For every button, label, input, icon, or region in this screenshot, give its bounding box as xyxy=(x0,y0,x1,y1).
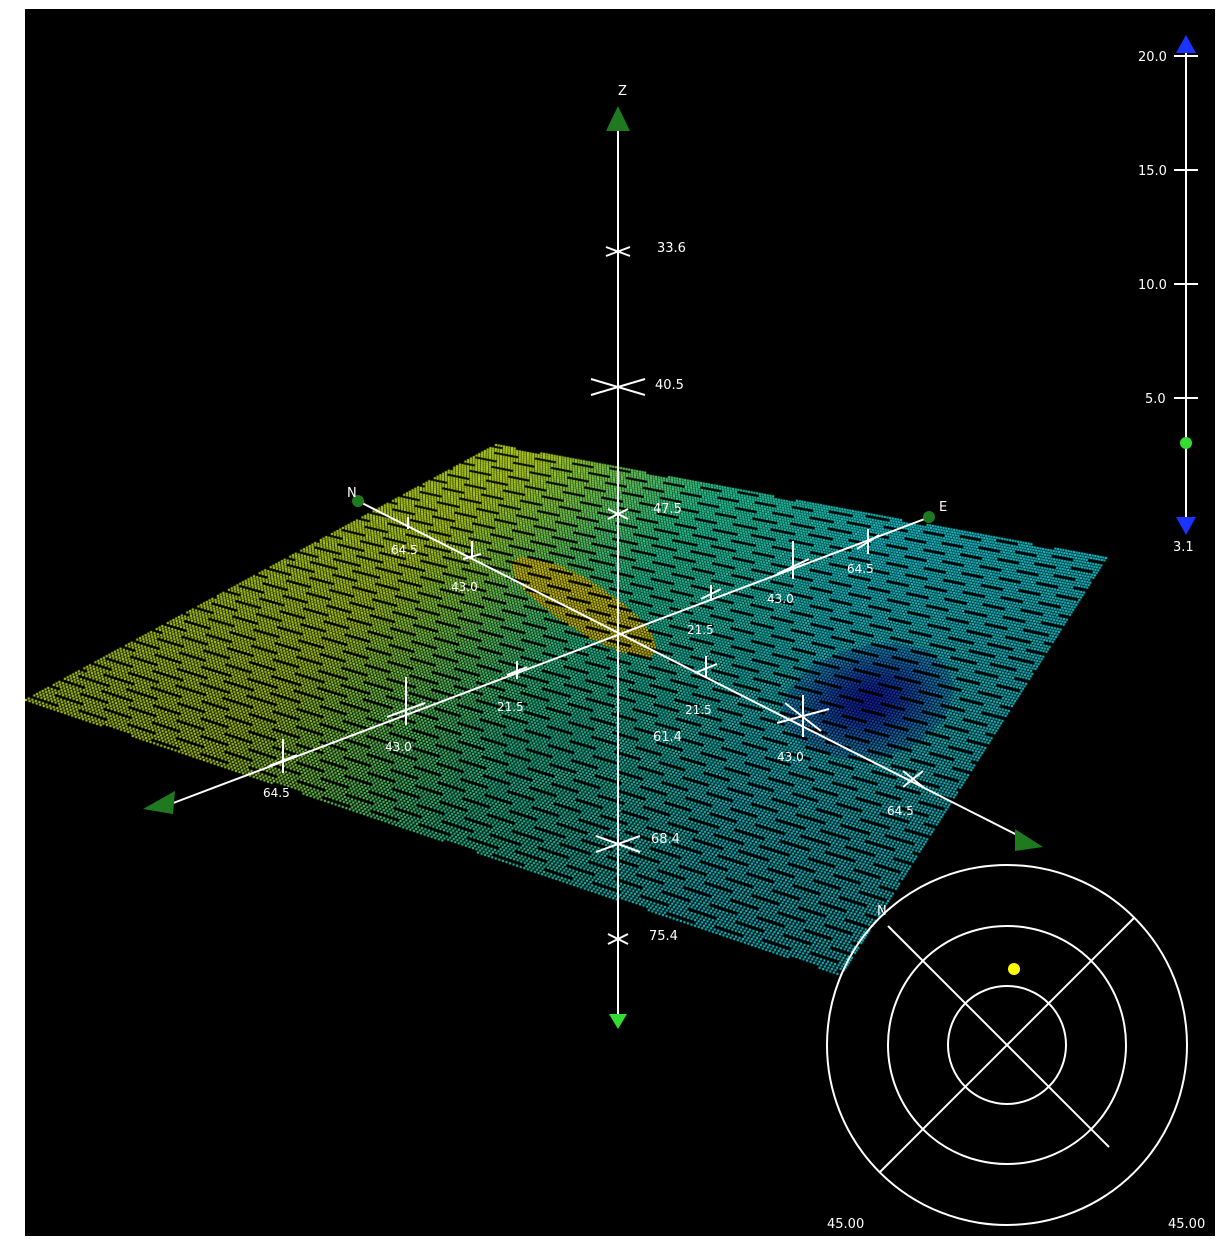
east-west-axis-line xyxy=(167,516,931,806)
sun-dot-icon[interactable] xyxy=(1008,963,1020,975)
south-tick-64-5: 64.5 xyxy=(887,770,924,818)
compass-outer-ring xyxy=(826,864,1188,1226)
svg-text:64.5: 64.5 xyxy=(263,786,290,800)
svg-text:61.4: 61.4 xyxy=(653,730,682,745)
azimuth-value-label: 45.00 xyxy=(827,1217,865,1232)
z-axis-bottom-cone-icon[interactable] xyxy=(609,1014,627,1029)
north-axis-end-icon[interactable] xyxy=(352,495,364,507)
svg-text:43.0: 43.0 xyxy=(385,740,412,754)
svg-text:40.5: 40.5 xyxy=(655,378,684,393)
west-axis-cone-icon[interactable] xyxy=(143,791,175,814)
svg-text:64.5: 64.5 xyxy=(391,543,418,557)
compass-inner-ring xyxy=(947,985,1067,1105)
north-tick-43-0: 43.0 xyxy=(451,541,482,594)
axes-overlay: Z 33.6 40.5 47.5 61.4 68.4 75.4 xyxy=(143,35,1198,1226)
svg-text:33.6: 33.6 xyxy=(657,241,686,256)
east-tick-64-5: 64.5 xyxy=(847,529,880,576)
compass-line-nw-se xyxy=(887,925,1110,1148)
depth-tick-5: 5.0 xyxy=(1145,392,1198,407)
z-tick-61-4: 61.4 xyxy=(653,730,682,745)
3d-viewport[interactable]: Z 33.6 40.5 47.5 61.4 68.4 75.4 xyxy=(25,9,1215,1236)
depth-tick-20: 20.0 xyxy=(1138,50,1198,65)
svg-text:20.0: 20.0 xyxy=(1138,50,1167,65)
svg-text:68.4: 68.4 xyxy=(651,832,680,847)
north-axis-label: N xyxy=(347,486,357,501)
z-tick-68-4: 68.4 xyxy=(595,832,680,853)
z-axis-top-cone-icon[interactable] xyxy=(606,106,630,131)
south-tick-43-0: 43.0 xyxy=(776,695,830,764)
depth-tick-10: 10.0 xyxy=(1138,278,1198,293)
depth-slider-min-label: 3.1 xyxy=(1173,540,1194,555)
z-tick-75-4: 75.4 xyxy=(607,929,678,945)
svg-text:15.0: 15.0 xyxy=(1138,164,1167,179)
svg-text:21.5: 21.5 xyxy=(687,623,714,637)
svg-text:64.5: 64.5 xyxy=(887,804,914,818)
svg-text:43.0: 43.0 xyxy=(777,750,804,764)
east-axis-label: E xyxy=(939,500,947,515)
east-axis-end-icon[interactable] xyxy=(923,511,935,523)
depth-slider-down-arrow-icon[interactable] xyxy=(1176,517,1196,535)
sun-compass-widget[interactable]: N xyxy=(826,864,1188,1226)
elevation-value-label: 45.00 xyxy=(1168,1217,1206,1232)
west-tick-21-5: 21.5 xyxy=(497,661,528,714)
svg-text:43.0: 43.0 xyxy=(767,592,794,606)
svg-text:5.0: 5.0 xyxy=(1145,392,1166,407)
svg-text:47.5: 47.5 xyxy=(653,502,682,517)
east-tick-43-0: 43.0 xyxy=(767,541,810,606)
depth-tick-15: 15.0 xyxy=(1138,164,1198,179)
svg-text:75.4: 75.4 xyxy=(649,929,678,944)
z-tick-40-5: 40.5 xyxy=(590,378,684,396)
z-tick-47-5: 47.5 xyxy=(607,502,682,520)
depth-slider-up-arrow-icon[interactable] xyxy=(1176,35,1196,53)
point-cloud-surface[interactable] xyxy=(25,9,1215,1236)
svg-text:64.5: 64.5 xyxy=(847,562,874,576)
south-axis-cone-icon[interactable] xyxy=(1015,829,1043,851)
compass-north-label: N xyxy=(877,904,887,919)
depth-slider[interactable]: 20.0 15.0 10.0 5.0 3.1 xyxy=(1138,35,1198,555)
svg-text:10.0: 10.0 xyxy=(1138,278,1167,293)
south-tick-21-5: 21.5 xyxy=(685,656,718,717)
depth-slider-handle[interactable] xyxy=(1180,437,1192,449)
svg-text:21.5: 21.5 xyxy=(685,703,712,717)
z-tick-33-6: 33.6 xyxy=(605,241,686,257)
z-axis-label: Z xyxy=(618,84,627,99)
svg-text:21.5: 21.5 xyxy=(497,700,524,714)
compass-line-ne-sw xyxy=(879,917,1135,1173)
west-tick-64-5: 64.5 xyxy=(263,739,298,800)
north-south-axis-line xyxy=(357,500,1026,840)
north-tick-64-5: 64.5 xyxy=(391,517,418,557)
svg-text:43.0: 43.0 xyxy=(451,580,478,594)
compass-middle-ring xyxy=(887,925,1127,1165)
west-tick-43-0: 43.0 xyxy=(385,677,426,754)
east-tick-21-5: 21.5 xyxy=(687,585,722,637)
